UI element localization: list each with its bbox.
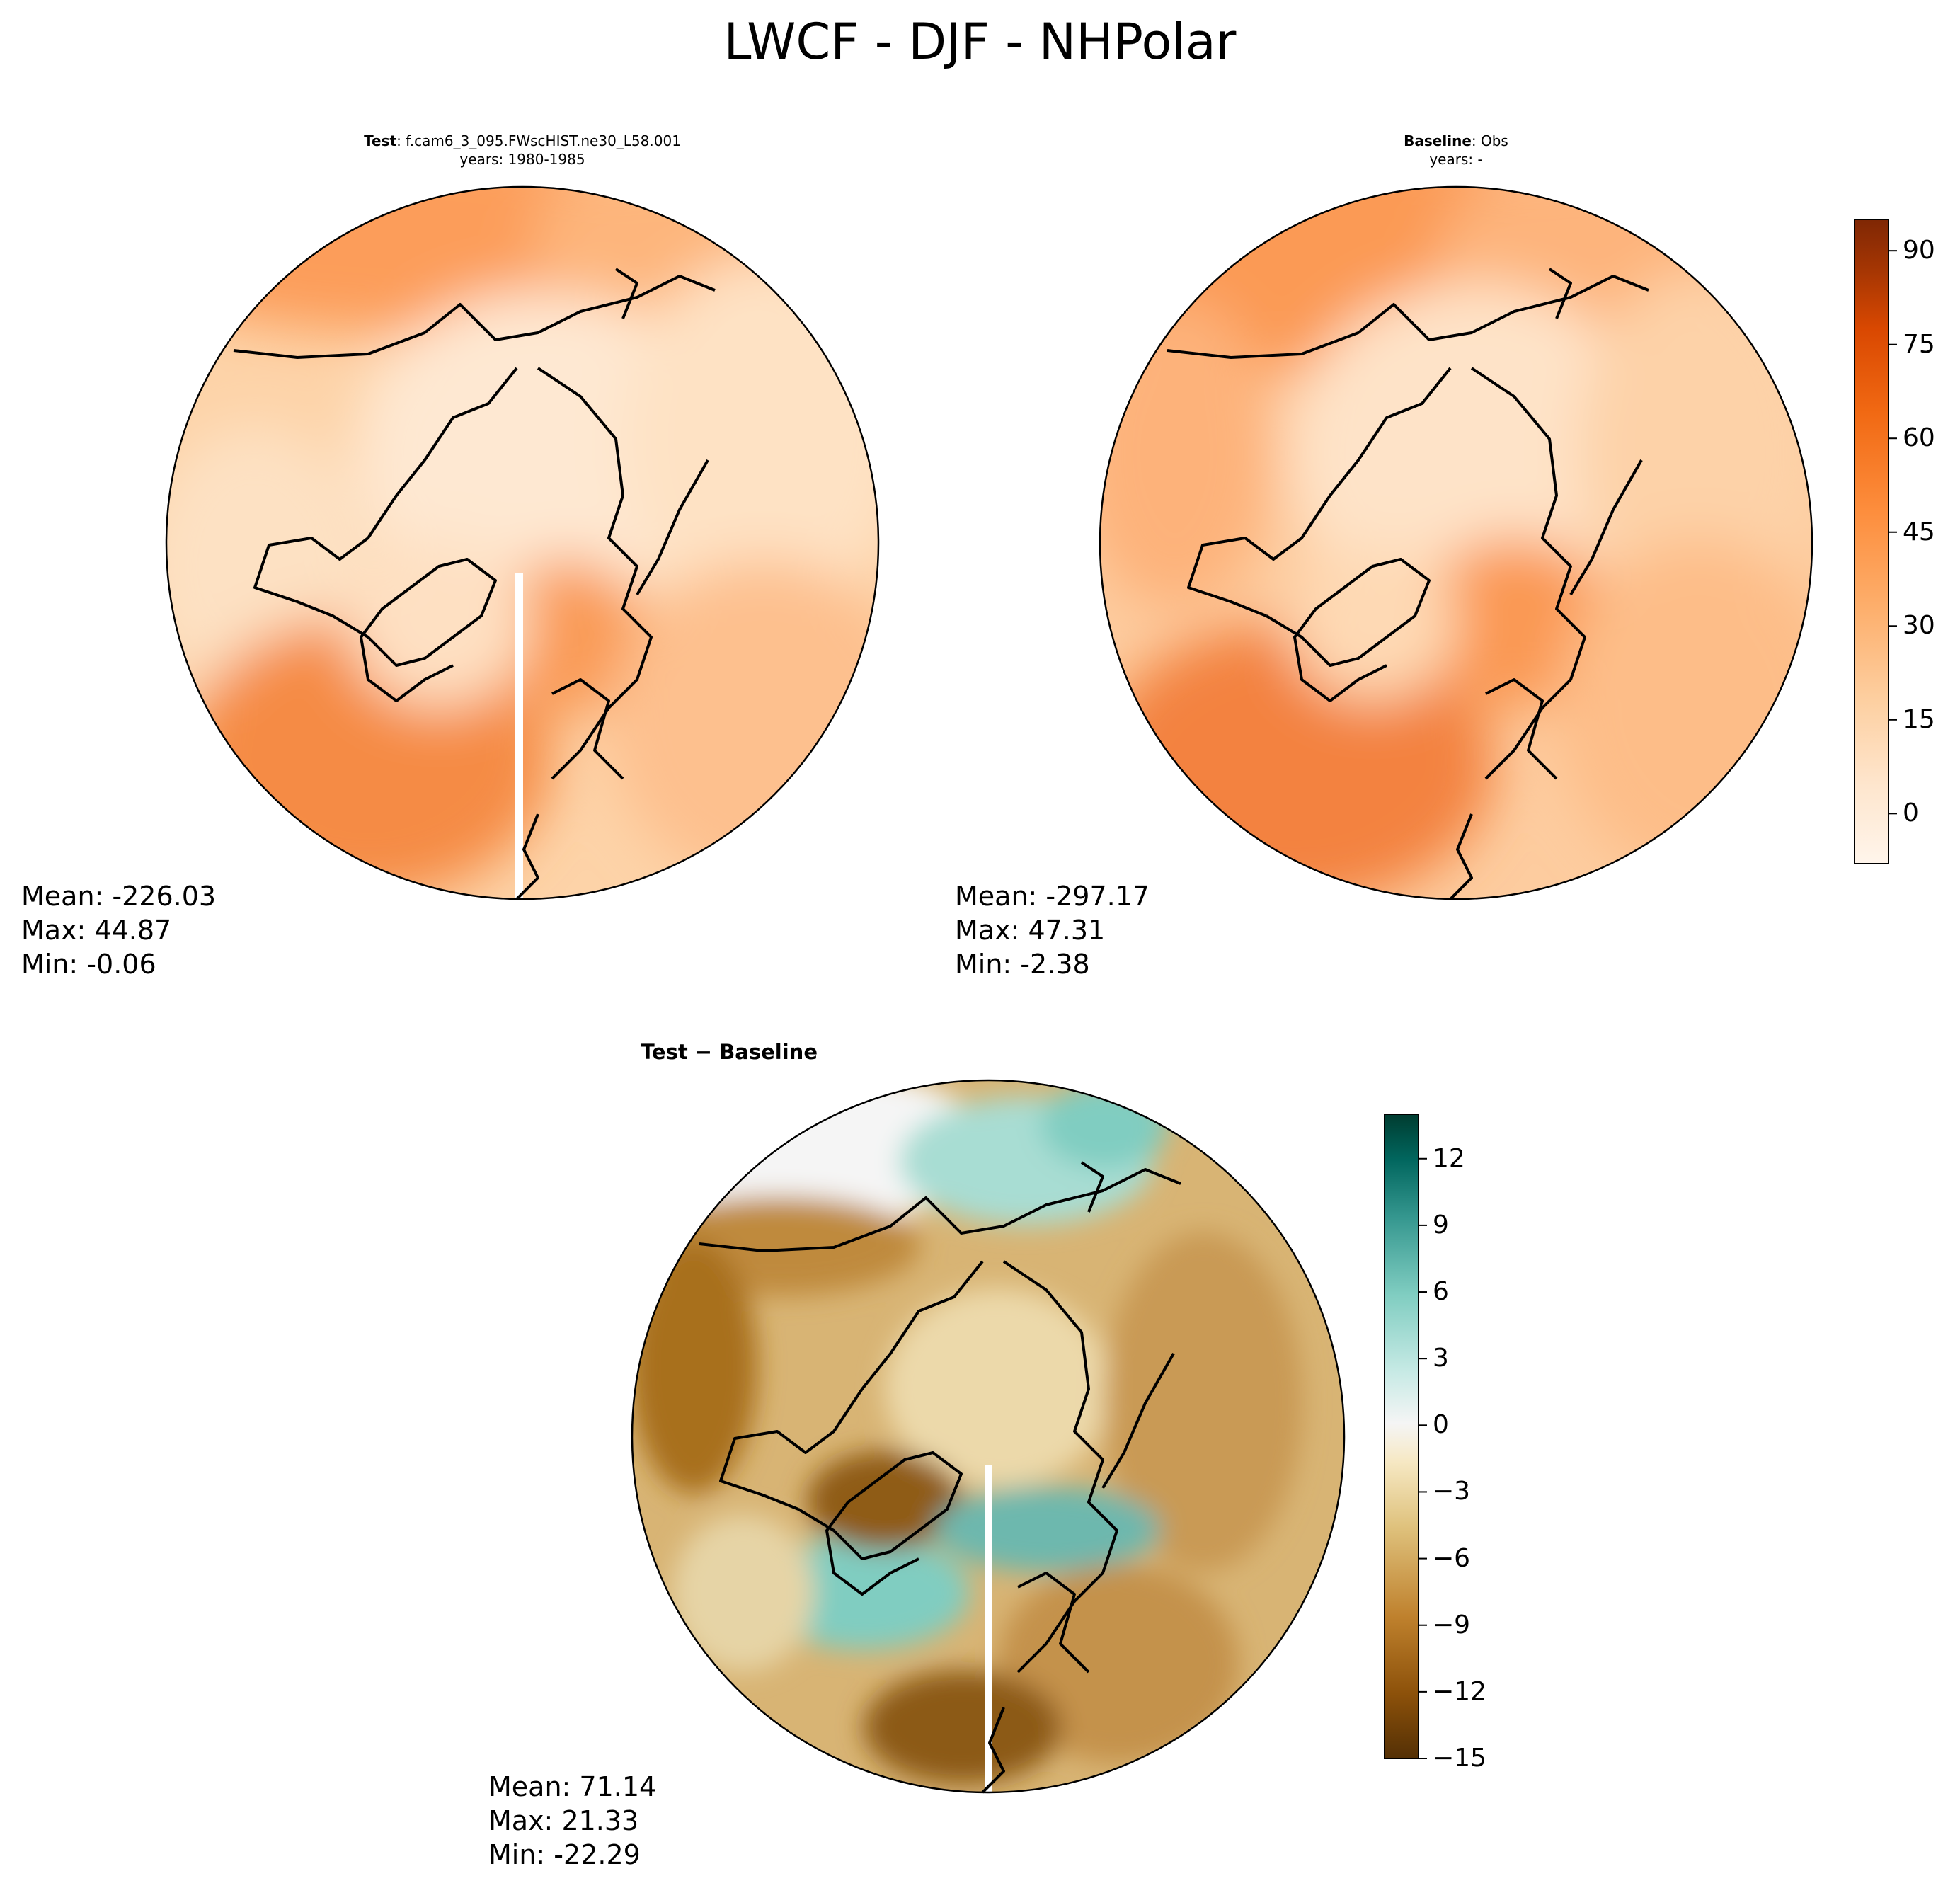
baseline-title-bold: Baseline [1404,132,1472,149]
difference-mean: Mean: 71.14 [488,1771,657,1802]
baseline-stats: Mean: -297.17 Max: 47.31 Min: -2.38 [955,879,1150,981]
colorbar-diff-tick-label: 6 [1433,1277,1449,1307]
colorbar-abs-tick-label: 15 [1903,704,1935,734]
test-panel-title: Test: f.cam6_3_095.FWscHIST.ne30_L58.001… [275,132,770,168]
test-coastlines [233,268,716,900]
colorbar-absolute [1854,219,1897,864]
difference-title-bold: Test − Baseline [640,1040,818,1064]
colorbar-abs-tick-label: 45 [1903,517,1935,547]
test-subtitle: years: 1980-1985 [459,151,585,168]
difference-coastlines [699,1161,1181,1794]
colorbar-difference [1384,1114,1427,1759]
baseline-map [1099,185,1813,900]
test-map [165,185,880,900]
baseline-min: Min: -2.38 [955,949,1090,980]
colorbar-diff-tick-label: 9 [1433,1210,1449,1240]
baseline-subtitle: years: - [1429,151,1483,168]
baseline-max: Max: 47.31 [955,915,1106,946]
test-title-bold: Test [364,132,397,149]
colorbar-diff-tick-label: −3 [1433,1477,1471,1506]
colorbar-diff-tick-label: −9 [1433,1610,1471,1640]
figure-title: LWCF - DJF - NHPolar [723,13,1237,71]
difference-max: Max: 21.33 [488,1805,639,1836]
colorbar-abs-tick-label: 0 [1903,799,1919,828]
difference-stats: Mean: 71.14 Max: 21.33 Min: -22.29 [488,1770,656,1872]
colorbar-difference-ticks [1419,1157,1427,1759]
test-title-rest: : f.cam6_3_095.FWscHIST.ne30_L58.001 [396,132,681,149]
colorbar-abs-tick-label: 90 [1903,236,1935,265]
colorbar-abs-tick-label: 75 [1903,329,1935,359]
test-mean: Mean: -226.03 [21,881,217,912]
baseline-panel-title: Baseline: Obs years: - [1208,132,1704,168]
test-max: Max: 44.87 [21,915,172,946]
baseline-title-rest: : Obs [1471,132,1508,149]
baseline-mean: Mean: -297.17 [955,881,1150,912]
colorbar-diff-tick-label: 0 [1433,1410,1449,1440]
test-stats: Mean: -226.03 Max: 44.87 Min: -0.06 [21,879,216,981]
colorbar-absolute-ticks [1889,250,1897,815]
colorbar-diff-tick-label: −12 [1433,1676,1486,1706]
colorbar-abs-tick-label: 30 [1903,611,1935,641]
colorbar-diff-tick-label: −6 [1433,1543,1471,1573]
colorbar-diff-tick-label: 12 [1433,1143,1465,1173]
difference-panel-title: Test − Baseline [538,1039,920,1065]
difference-min: Min: -22.29 [488,1839,641,1870]
baseline-coastlines [1167,268,1649,900]
colorbar-abs-tick-label: 60 [1903,423,1935,453]
colorbar-diff-tick-label: 3 [1433,1344,1449,1373]
test-min: Min: -0.06 [21,949,156,980]
colorbar-diff-tick-label: −15 [1433,1744,1486,1773]
